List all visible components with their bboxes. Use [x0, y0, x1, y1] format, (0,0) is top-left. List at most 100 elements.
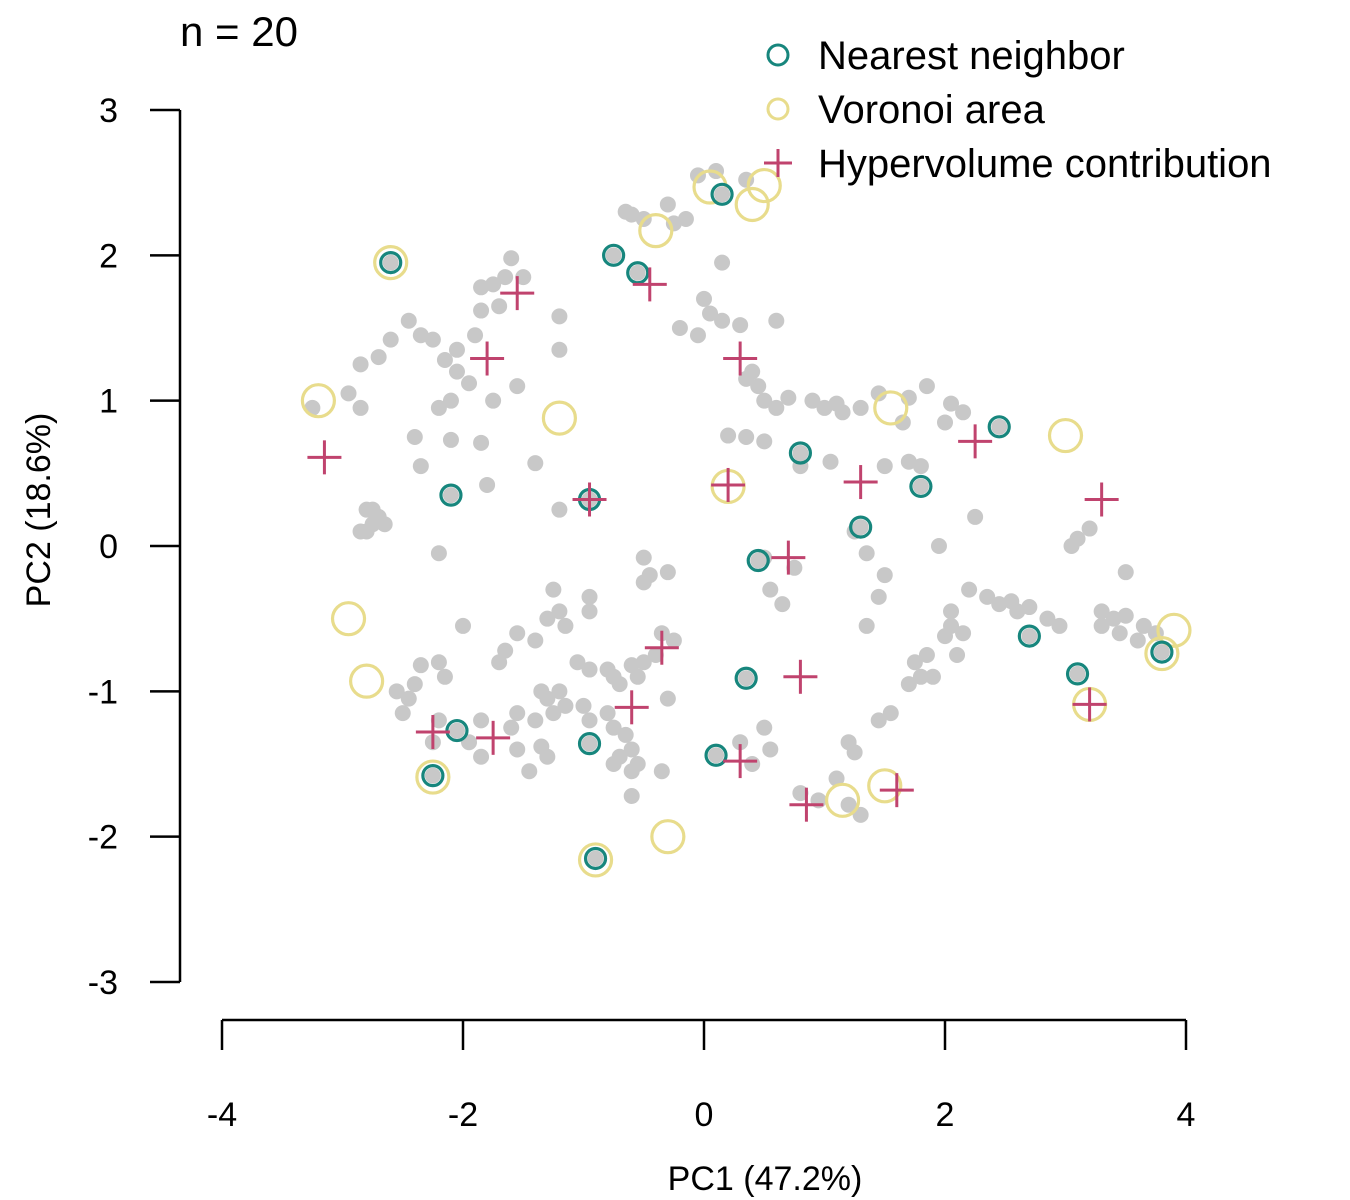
- y-tick-label: 3: [99, 92, 118, 130]
- y-axis-title: PC2 (18.6%): [20, 413, 58, 608]
- background-point: [551, 308, 568, 325]
- background-point: [870, 385, 887, 402]
- nearest-neighbor-point-fill: [382, 254, 399, 271]
- nearest-neighbor-marker: [704, 743, 728, 767]
- voronoi-area-marker: [1156, 612, 1192, 648]
- background-point: [780, 389, 797, 406]
- background-point: [671, 320, 688, 336]
- nearest-neighbor-marker: [746, 548, 770, 573]
- background-point: [497, 269, 514, 286]
- nearest-neighbor-marker: [379, 251, 403, 275]
- background-point: [870, 712, 887, 729]
- background-point: [696, 290, 712, 307]
- background-point: [557, 697, 574, 714]
- legend-item-nearest-neighbor: Nearest neighbor: [766, 34, 1125, 78]
- voronoi-area-marker: [415, 759, 451, 795]
- background-point: [430, 545, 447, 562]
- hypervolume-contribution-marker: [1072, 687, 1107, 722]
- background-point: [485, 392, 502, 409]
- hypervolume-contribution-marker: [476, 720, 511, 755]
- background-point: [1021, 599, 1038, 616]
- voronoi-area-marker: [349, 663, 385, 699]
- hypervolume-contribution-marker: [789, 787, 824, 822]
- background-point: [659, 564, 676, 581]
- background-point: [455, 617, 471, 634]
- background-point: [473, 302, 490, 319]
- nearest-neighbor-point-fill: [792, 444, 809, 461]
- voronoi-area-marker: [867, 768, 903, 804]
- background-point: [852, 399, 869, 416]
- background-point: [756, 719, 773, 736]
- nearest-neighbor-point-fill: [738, 670, 755, 687]
- background-point: [714, 254, 731, 271]
- background-point: [822, 453, 839, 470]
- legend-circle-icon: [766, 43, 790, 67]
- nearest-neighbor-marker: [626, 261, 650, 285]
- background-point: [617, 726, 634, 743]
- hypervolume-contribution-marker: [723, 744, 758, 779]
- hypervolume-contribution-marker: [500, 276, 535, 311]
- background-point: [774, 596, 791, 613]
- background-point: [527, 455, 544, 472]
- background-point: [955, 404, 972, 421]
- background-point: [400, 690, 417, 707]
- background-point: [635, 549, 652, 566]
- background-point: [509, 741, 526, 758]
- background-point: [834, 404, 851, 421]
- background-point: [557, 617, 574, 634]
- background-point: [527, 712, 544, 729]
- nearest-neighbor-point-fill: [629, 264, 646, 281]
- background-point: [364, 501, 381, 518]
- background-point: [509, 705, 526, 722]
- background-point: [623, 787, 640, 804]
- background-point: [473, 712, 490, 729]
- series-voronoi-area: [300, 167, 1192, 878]
- x-tick-label: 2: [936, 1096, 955, 1134]
- background-point: [979, 588, 996, 605]
- x-axis-title: PC1 (47.2%): [668, 1160, 863, 1198]
- background-point: [659, 690, 676, 707]
- background-point: [665, 632, 682, 649]
- background-point: [623, 206, 640, 223]
- highlighted-series: [300, 167, 1192, 878]
- nearest-neighbor-marker: [788, 441, 813, 465]
- nearest-neighbor-marker: [421, 764, 445, 788]
- hypervolume-contribution-marker: [879, 773, 914, 808]
- legend-circle-icon: [766, 97, 790, 121]
- background-point: [702, 305, 719, 322]
- background-point: [792, 785, 809, 802]
- background-point: [515, 269, 532, 286]
- nearest-neighbor-point-fill: [424, 767, 441, 784]
- nearest-neighbor-marker: [1150, 640, 1174, 664]
- background-point: [533, 738, 550, 755]
- background-point: [1069, 530, 1086, 547]
- x-tick-label: -4: [207, 1096, 237, 1134]
- voronoi-area-marker: [1047, 417, 1084, 454]
- hypervolume-contribution-marker: [723, 341, 758, 376]
- background-point: [991, 596, 1008, 613]
- voronoi-area-marker: [638, 213, 674, 249]
- x-tick-label: 0: [695, 1096, 714, 1134]
- background-point: [677, 211, 694, 227]
- background-point: [756, 433, 773, 450]
- background-point: [473, 279, 490, 296]
- background-point: [943, 603, 960, 620]
- background-point: [424, 331, 441, 348]
- background-point: [750, 378, 767, 395]
- background-point: [1009, 603, 1026, 620]
- nearest-neighbor-point-fill: [991, 418, 1008, 435]
- background-point: [394, 705, 411, 722]
- background-point: [545, 705, 562, 722]
- nearest-neighbor-point-fill: [605, 247, 622, 264]
- background-point: [924, 668, 941, 685]
- background-point: [894, 414, 911, 431]
- background-point: [937, 628, 953, 645]
- hypervolume-contribution-marker: [843, 465, 878, 500]
- background-point: [912, 668, 929, 685]
- background-point: [1039, 610, 1056, 627]
- nearest-neighbor-point-fill: [750, 552, 767, 569]
- legend-item-hypervolume-contribution: Hypervolume contribution: [764, 142, 1272, 186]
- background-point: [732, 734, 749, 751]
- background-point: [509, 625, 526, 642]
- voronoi-area-marker: [1144, 635, 1180, 672]
